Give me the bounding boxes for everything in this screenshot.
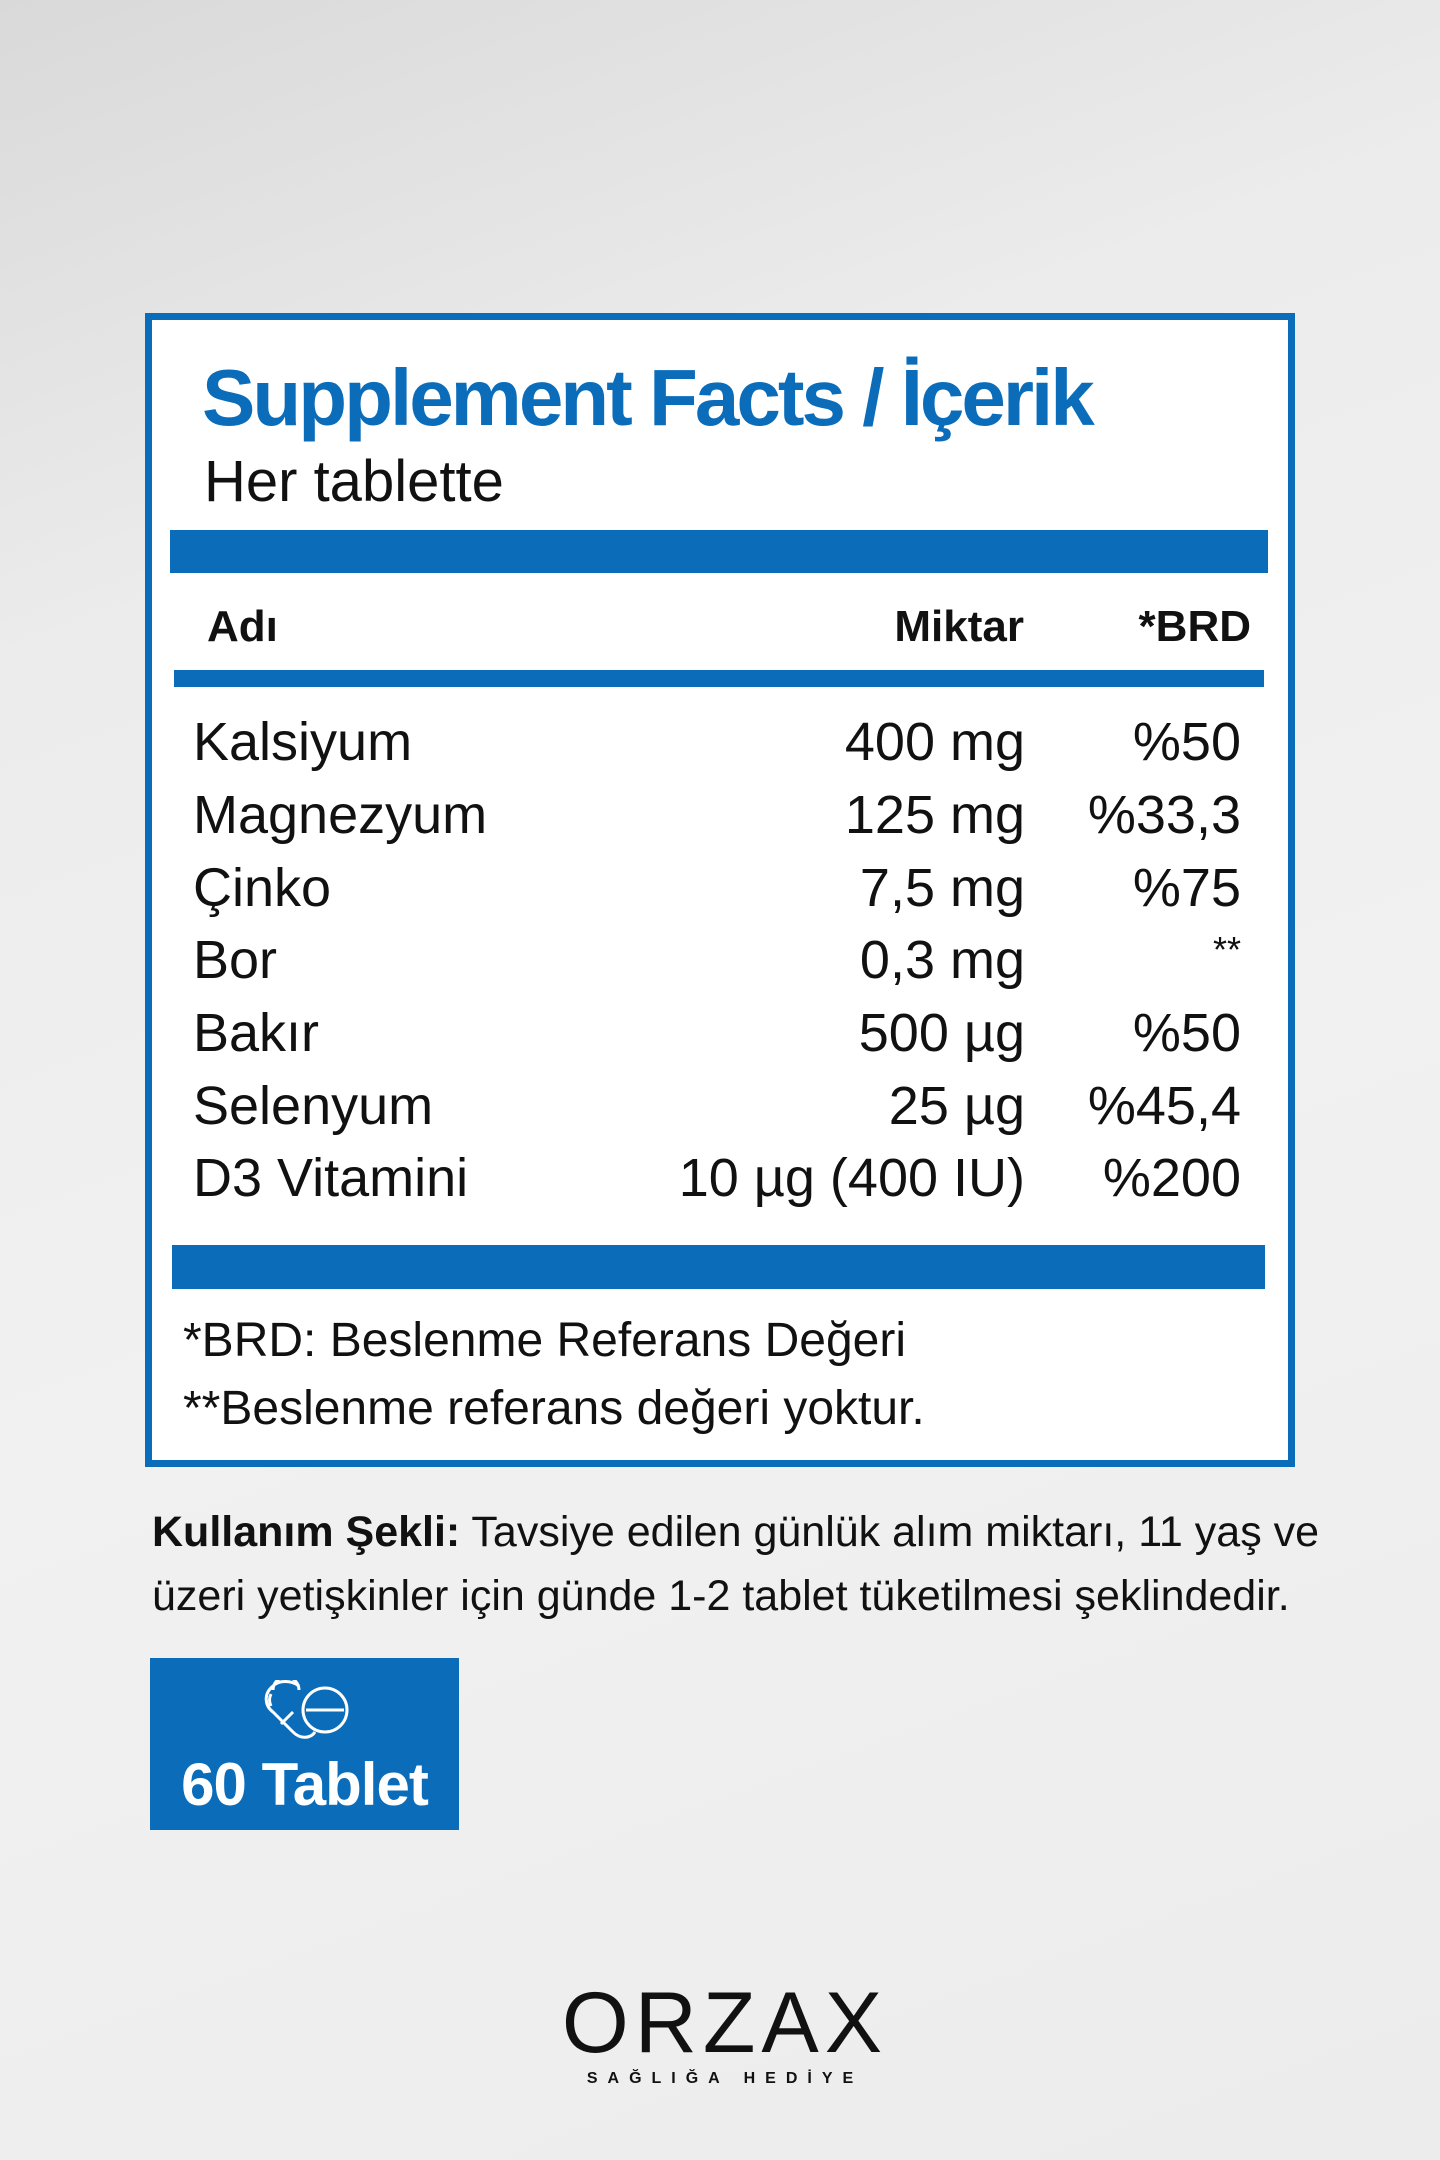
table-row: Selenyum 25 µg %45,4 [193,1075,1241,1147]
table-row: Magnezyum 125 mg %33,3 [193,784,1241,856]
nutrient-rda: %33,3 [1087,785,1241,845]
usage-label: Kullanım Şekli: [152,1508,461,1556]
nutrient-rda: %200 [1102,1148,1241,1208]
pill-tablet-icon [264,1680,349,1739]
tablet-count-badge: 60 Tablet [150,1658,459,1830]
nutrient-name: Bor [193,930,278,990]
nutrient-amount: 10 µg (400 IU) [678,1148,1025,1208]
panel-subtitle: Her tablette [204,449,504,514]
table-row: D3 Vitamini 10 µg (400 IU) %200 [193,1147,1241,1219]
header-divider [174,670,1264,687]
nutrient-amount: 500 µg [858,1003,1025,1063]
panel-title: Supplement Facts / İçerik [202,353,1095,442]
usage-text: Tavsiye edilen günlük alım miktarı, 11 y… [152,1508,1320,1620]
header-rda: *BRD [1138,602,1251,651]
orzax-logo: ORZAX SAĞLIĞA HEDİYE [560,1980,890,2088]
nutrient-name: Selenyum [193,1076,434,1136]
nutrient-name: Magnezyum [193,785,488,845]
logo-tagline: SAĞLIĞA HEDİYE [586,2070,864,2087]
nutrient-name: Çinko [193,858,332,918]
usage-instructions: Kullanım Şekli: Tavsiye edilen günlük al… [152,1500,1332,1628]
nutrient-rda: %50 [1132,712,1241,772]
nutrient-amount: 25 µg [888,1076,1025,1136]
nutrient-name: Bakır [193,1003,320,1063]
top-divider [170,530,1268,573]
footnote-no-rda: **Beslenme referans değeri yoktur. [183,1382,925,1435]
nutrient-rda: ** [1212,929,1241,970]
table-row: Bor 0,3 mg ** [193,929,1241,1001]
table-row: Kalsiyum 400 mg %50 [193,711,1241,783]
tablet-count-label: 60 Tablet [181,1751,429,1818]
nutrient-name: D3 Vitamini [193,1148,469,1208]
nutrient-rda: %75 [1132,858,1241,918]
nutrient-amount: 7,5 mg [859,858,1025,918]
nutrient-name: Kalsiyum [193,712,413,772]
nutrient-amount: 400 mg [844,712,1025,772]
nutrient-rda: %45,4 [1087,1076,1241,1136]
supplement-facts-panel: Supplement Facts / İçerik Her tablette A… [145,313,1295,1467]
nutrient-rda: %50 [1132,1003,1241,1063]
table-row: Çinko 7,5 mg %75 [193,857,1241,929]
nutrient-amount: 125 mg [844,785,1025,845]
nutrient-amount: 0,3 mg [859,930,1025,990]
header-name: Adı [207,602,278,651]
table-row: Bakır 500 µg %50 [193,1002,1241,1074]
header-amount: Miktar [894,602,1024,651]
footnote-brd: *BRD: Beslenme Referans Değeri [183,1314,906,1367]
logo-brand: ORZAX [561,1975,889,2071]
bottom-divider [172,1245,1265,1289]
